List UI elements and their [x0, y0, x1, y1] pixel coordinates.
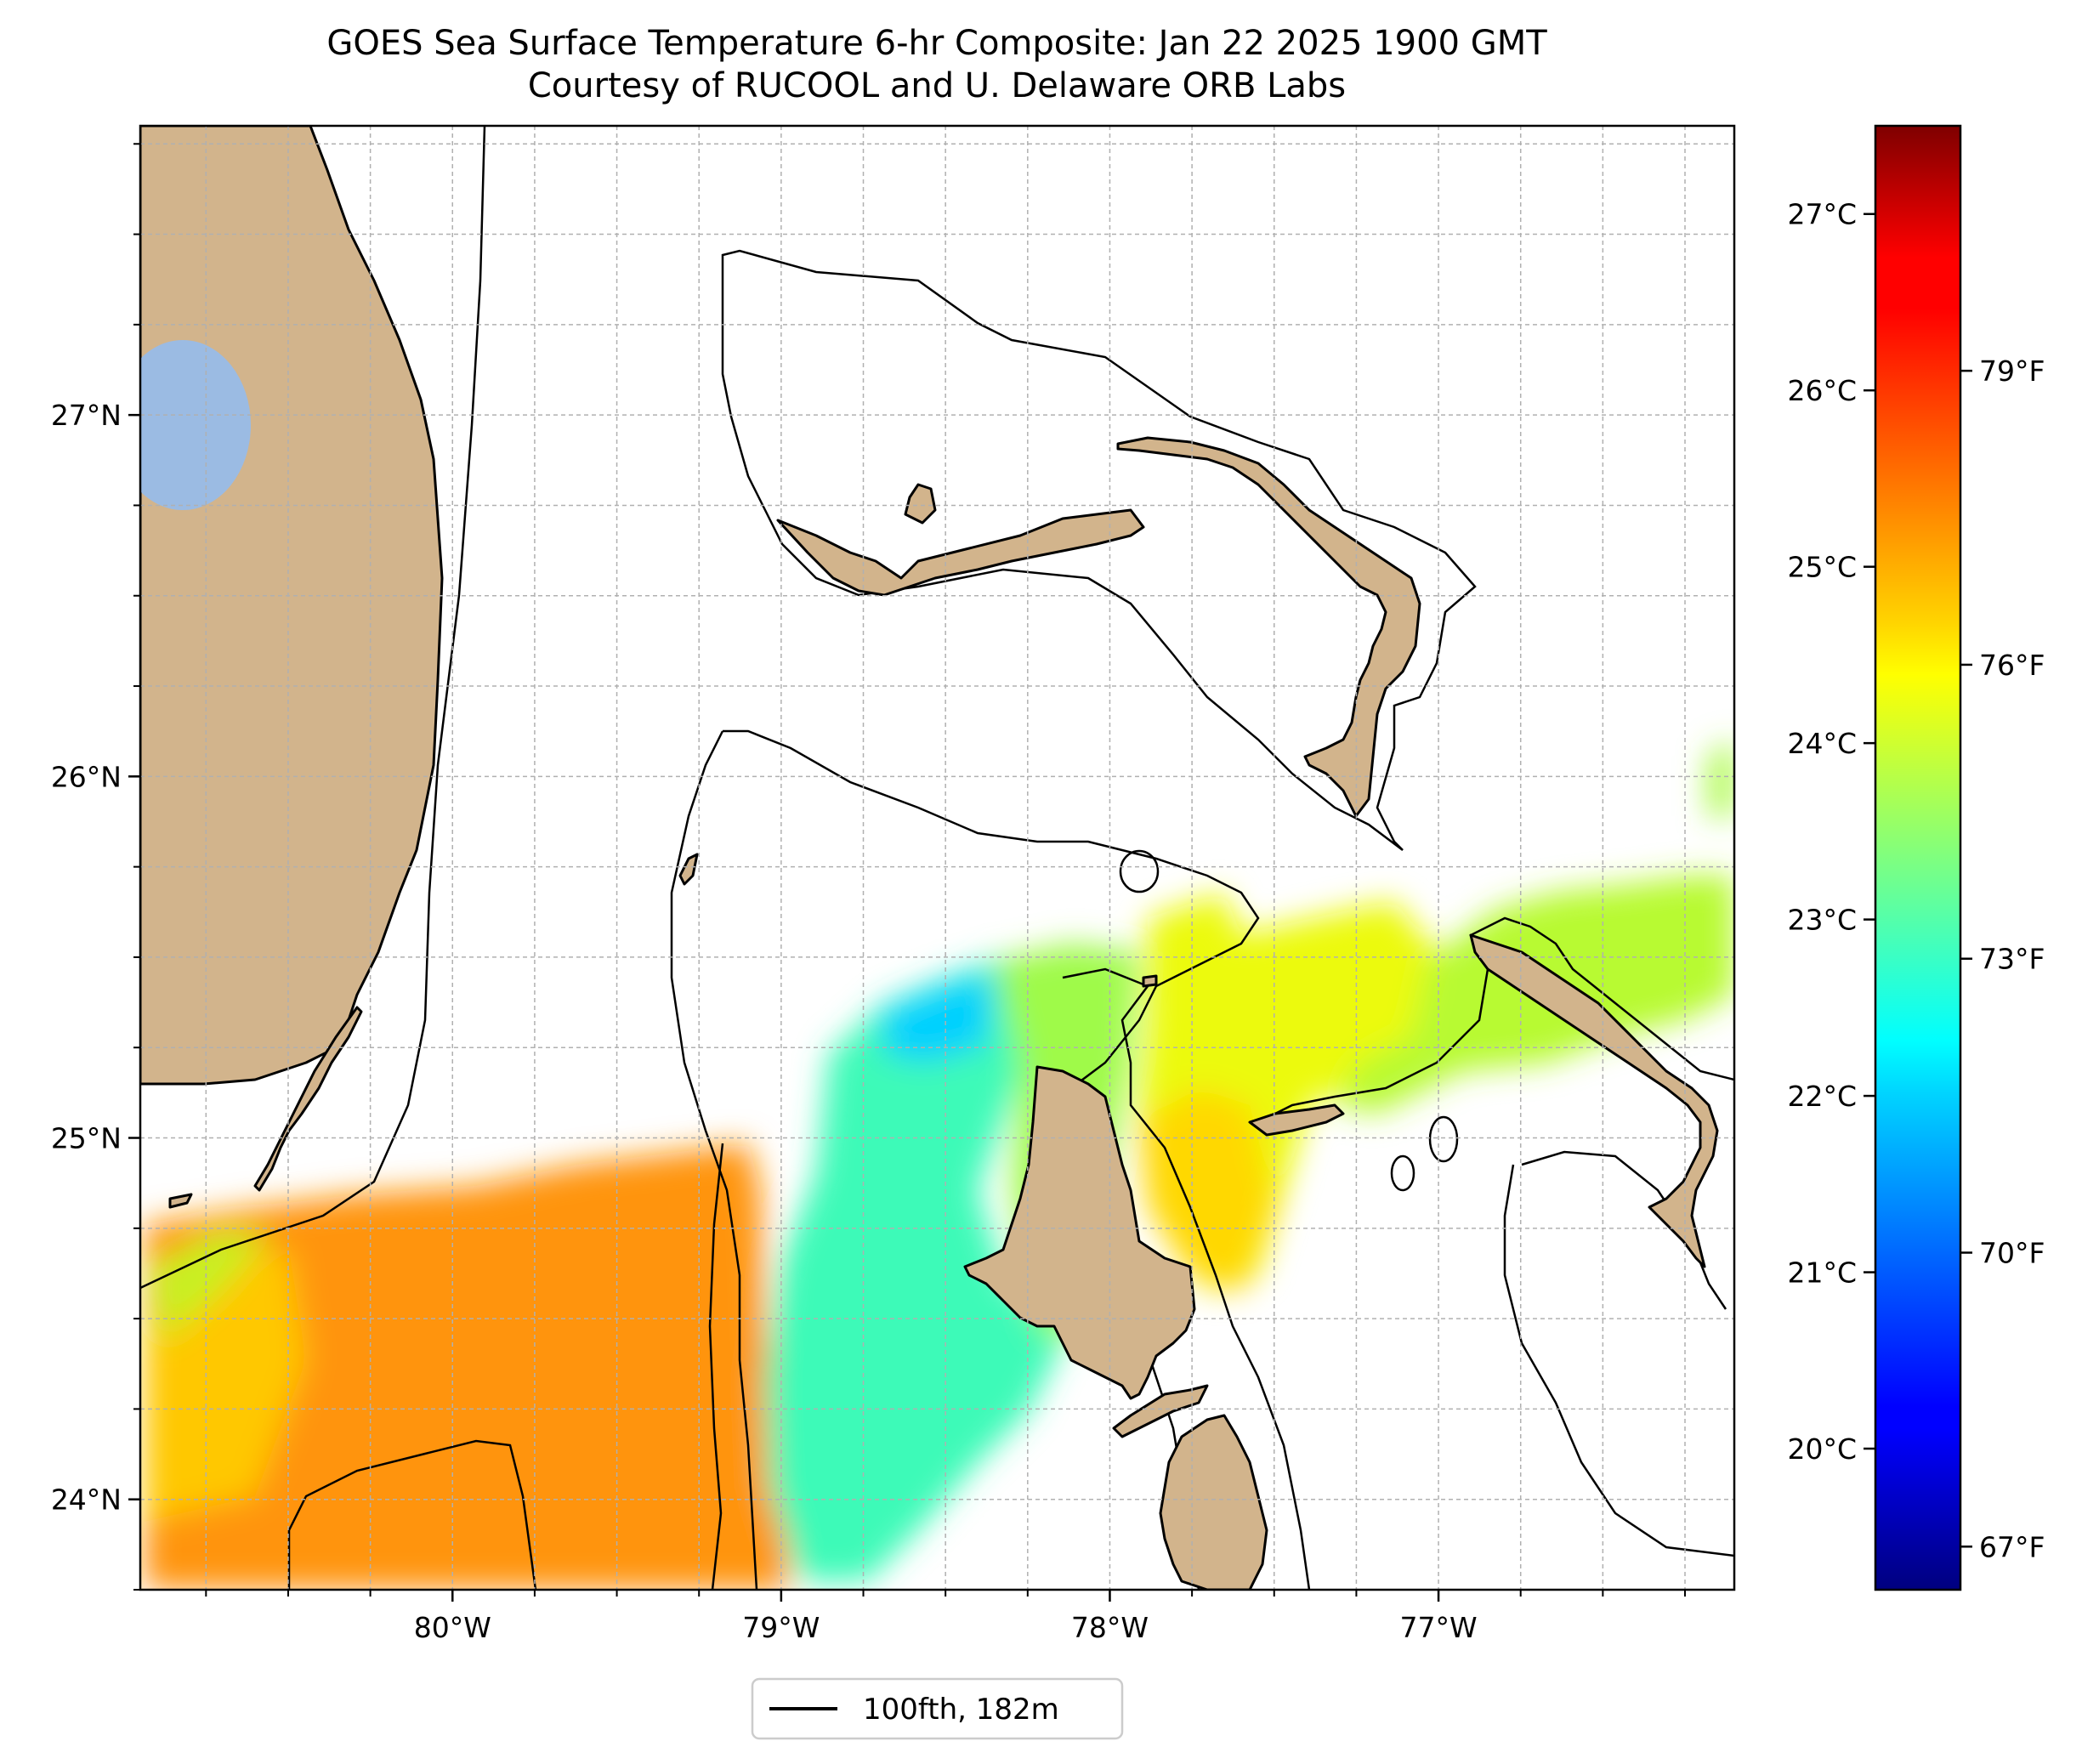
- tick-label-lon: 80°W: [414, 1611, 491, 1644]
- colorbar-label-c: 23°C: [1787, 904, 1857, 937]
- colorbar-label-c: 26°C: [1787, 374, 1857, 407]
- tick-label-lon: 79°W: [742, 1611, 820, 1644]
- tick-label-lon: 77°W: [1399, 1611, 1477, 1644]
- colorbar-label-f: 73°F: [1979, 943, 2045, 976]
- land-berry: [1143, 976, 1156, 986]
- colorbar-label-c: 24°C: [1787, 727, 1857, 760]
- tick-label-lon: 78°W: [1071, 1611, 1149, 1644]
- colorbar-label-f: 67°F: [1979, 1530, 2045, 1563]
- colorbar-label-c: 21°C: [1787, 1256, 1857, 1290]
- tick-label-lat: 24°N: [51, 1483, 122, 1517]
- colorbar-label-c: 25°C: [1787, 551, 1857, 584]
- title-line-2: Courtesy of RUCOOL and U. Delaware ORB L…: [528, 66, 1346, 105]
- tick-label-lat: 26°N: [51, 760, 122, 793]
- tick-label-lat: 27°N: [51, 399, 122, 432]
- colorbar-label-c: 22°C: [1787, 1080, 1857, 1113]
- tick-label-lat: 25°N: [51, 1122, 122, 1155]
- colorbar-label-f: 76°F: [1979, 649, 2045, 682]
- lake-okeechobee: [115, 340, 251, 510]
- colorbar-gradient: [1875, 126, 1960, 1590]
- colorbar-label-c: 27°C: [1787, 198, 1857, 231]
- legend: 100fth, 182m: [752, 1679, 1122, 1738]
- colorbar-label-f: 79°F: [1979, 355, 2045, 388]
- colorbar-label-c: 20°C: [1787, 1432, 1857, 1466]
- colorbar-label-f: 70°F: [1979, 1237, 2045, 1270]
- title-line-1: GOES Sea Surface Temperature 6-hr Compos…: [326, 24, 1547, 63]
- legend-label: 100fth, 182m: [863, 1693, 1059, 1727]
- colorbar: 20°C 21°C 22°C 23°C 24°C 25°C 26°C 27°C 67°F 70°F…: [1787, 126, 2045, 1590]
- map-panel: 80°W 79°W 78°W 77°W 24°N 25°N 26°N 27°N: [51, 126, 1734, 1644]
